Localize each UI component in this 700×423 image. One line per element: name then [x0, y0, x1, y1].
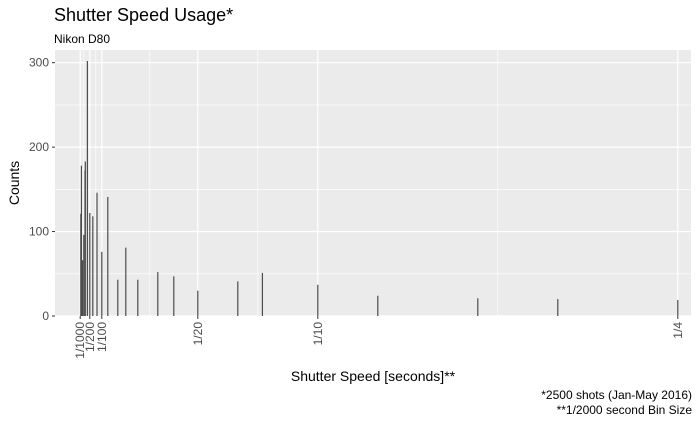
caption-line-2: **1/2000 second Bin Size: [556, 403, 692, 417]
chart-subtitle: Nikon D80: [54, 32, 111, 46]
histogram-bar: [137, 279, 139, 316]
histogram-bar: [261, 272, 264, 316]
histogram-bar: [82, 260, 84, 316]
histogram-bar: [317, 284, 319, 316]
x-tick-label: 1/4: [671, 322, 685, 339]
histogram-bar: [80, 165, 82, 316]
histogram-bar: [80, 213, 82, 316]
histogram-bar: [125, 247, 127, 316]
chart-title: Shutter Speed Usage*: [54, 5, 234, 25]
histogram-bar: [92, 216, 94, 316]
histogram-bar: [477, 298, 479, 316]
histogram-bar: [89, 212, 91, 316]
x-tick-label: 1/20: [191, 322, 205, 346]
y-axis-title: Counts: [6, 161, 22, 205]
x-tick-label: 1/10: [311, 322, 325, 346]
histogram-bar: [173, 276, 175, 316]
histogram-bar: [677, 299, 679, 316]
histogram-bar: [107, 196, 109, 316]
y-axis: 0 100 200 300: [29, 56, 55, 323]
histogram-bar: [117, 279, 119, 316]
y-tick-label: 0: [42, 309, 49, 323]
y-tick-label: 100: [29, 225, 49, 239]
x-tick-label: 1/1000: [73, 322, 87, 359]
histogram-bar: [83, 234, 85, 316]
x-tick-label: 1/200: [83, 322, 97, 352]
histogram-bar: [96, 192, 98, 316]
histogram-bar: [86, 60, 88, 316]
y-tick-label: 200: [29, 140, 49, 154]
histogram-bar: [84, 161, 86, 316]
minor-gridlines: [55, 50, 691, 316]
histogram-bar: [237, 281, 239, 316]
plot-panel: [55, 50, 691, 316]
histogram-bar: [377, 295, 379, 316]
x-axis-title: Shutter Speed [seconds]**: [291, 368, 456, 384]
bars: [80, 60, 679, 316]
histogram-bar: [197, 290, 199, 316]
histogram-bar: [557, 299, 559, 316]
histogram-bar: [101, 251, 103, 316]
histogram-bar: [157, 272, 159, 316]
x-tick-label: 1/100: [95, 322, 109, 352]
y-tick-label: 300: [29, 56, 49, 70]
caption-line-1: *2500 shots (Jan-May 2016): [541, 388, 692, 402]
